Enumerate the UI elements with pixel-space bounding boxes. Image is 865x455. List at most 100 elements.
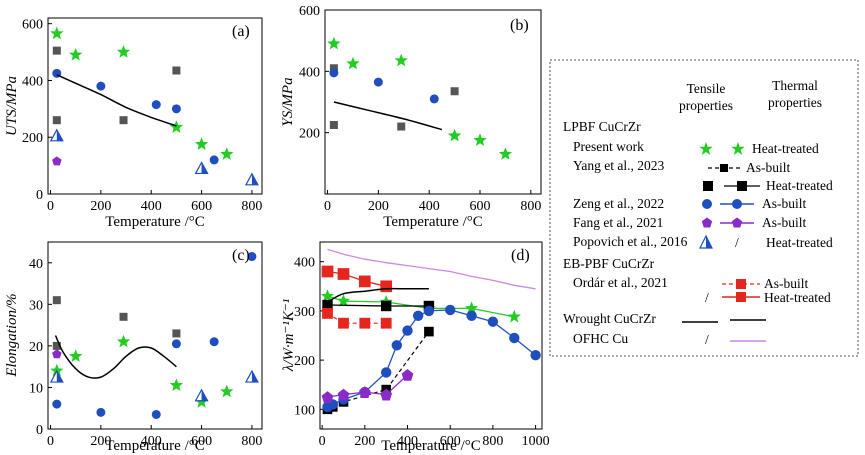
legend-star-thermal: [731, 142, 745, 155]
data-point-yang_ht-a: [172, 66, 181, 75]
data-point-popovich_ht-c-half: [56, 371, 63, 383]
data-point-fang_ab-a: [52, 156, 62, 166]
x-tick-label-c: 200: [90, 434, 111, 449]
data-point-popovich_ht-c-half: [201, 389, 208, 401]
data-point-present_ht-a: [194, 137, 209, 150]
data-point-yang_ab-b: [329, 121, 338, 129]
data-point-zeng_ab-b: [429, 94, 439, 104]
legend-pentagon-fang-thermal: [731, 217, 743, 228]
legend-col-tensile: Tensile properties: [679, 81, 733, 113]
x-tick-label-b: 600: [470, 199, 491, 214]
series-line-ofhc_thermal-d: [327, 248, 536, 290]
series-line-wrought_tensile-a: [56, 74, 177, 127]
legend-star-tensile: [699, 142, 713, 155]
y-tick-label-c: 10: [29, 381, 43, 396]
plot-frame-d: [319, 241, 543, 430]
y-tick-label-d: 100: [294, 403, 315, 418]
x-tick-label-c: 400: [141, 434, 162, 449]
x-tick-label-d: 800: [482, 434, 503, 449]
data-point-zeng_ab-c: [52, 399, 62, 409]
legend-source-yang: Yang et al., 2023: [573, 158, 665, 173]
legend-source-popovich: Popovich et al., 2016: [573, 234, 688, 249]
data-point-present_ht-b: [473, 133, 487, 146]
y-axis-label-b: YS/MPa: [280, 77, 296, 126]
x-tick-label-d: 1000: [522, 434, 550, 449]
x-tick-label-c: 800: [241, 434, 262, 449]
x-tick-label-b: 400: [419, 199, 440, 214]
data-point-zeng_ab-a: [209, 155, 219, 165]
series-line-fang_ab-d: [321, 369, 414, 403]
series-line-wrought_tensile-c: [54, 335, 177, 379]
panel-label-c: (c): [232, 247, 250, 264]
data-point-zeng_ab-c: [151, 409, 161, 419]
panel-c: 0 200 400 600 800 0 10 20 30 40: [29, 241, 263, 449]
y-tick-label-c: 30: [29, 298, 43, 313]
legend-pentagon-fang-tensile: [701, 217, 713, 228]
legend-square-yang-ht-tensile: [703, 181, 713, 191]
data-point-present_ht-c: [220, 384, 234, 398]
data-point-yang_ht-b: [397, 122, 406, 131]
legend-group-ebpbf: EB-PBF CuCrZr: [563, 256, 655, 271]
legend-group-wrought: Wrought CuCrZr: [563, 311, 656, 326]
data-point-yang_ht-c: [172, 329, 181, 338]
data-point-zeng_ab-c: [171, 339, 181, 349]
y-tick-label-d: 200: [294, 354, 315, 369]
x-tick-label-a: 400: [141, 199, 162, 214]
data-point-present_ht-a: [69, 47, 83, 61]
data-point-present_ht-a: [169, 120, 184, 133]
legend-triangle-popovich-half: [706, 236, 712, 248]
panel-label-d: (d): [511, 247, 530, 264]
legend-square-ordar-ht: [736, 292, 746, 302]
y-tick-label-a: 200: [22, 131, 43, 146]
y-axis-label-a: UTS/MPa: [4, 76, 20, 136]
y-tick-label-c: 0: [36, 423, 43, 438]
legend-state-fang-ab: As-built: [762, 215, 807, 230]
x-tick-label-d: 0: [319, 434, 326, 449]
data-point-yang_ab-b: [329, 64, 338, 73]
x-tick-label-c: 600: [191, 434, 212, 449]
x-tick-label-b: 200: [368, 199, 389, 214]
data-point-fang_ab-c: [52, 349, 62, 359]
data-point-present_ht-d: [320, 289, 335, 302]
legend-source-zeng: Zeng et al., 2022: [573, 196, 664, 211]
data-point-present_ht-c: [69, 349, 83, 362]
legend-source-fang: Fang et al., 2021: [573, 215, 663, 230]
x-tick-label-d: 400: [397, 434, 418, 449]
y-tick-label-b: 400: [299, 65, 320, 80]
legend-source-ofhc: OFHC Cu: [573, 331, 628, 346]
data-point-present_ht-b: [327, 36, 341, 50]
data-point-yang_ab-c: [52, 341, 61, 350]
legend-square-yang-ab: [720, 164, 728, 172]
data-point-zeng_ab-a: [171, 104, 181, 114]
legend-state-popovich-ht: Heat-treated: [766, 235, 833, 250]
plot-frame-c: [47, 241, 263, 430]
legend-slash-popovich: /: [735, 235, 739, 250]
data-point-present_ht-a: [50, 26, 64, 40]
panel-label-b: (b): [510, 17, 529, 34]
legend-circle-zeng-tensile: [702, 199, 712, 209]
legend-col-thermal: Thermal properties: [768, 78, 822, 110]
x-axis-label-a: Temperature /°C: [105, 214, 205, 230]
y-tick-label-c: 40: [29, 257, 43, 272]
legend-state-present-ht: Heat-treated: [752, 141, 819, 156]
data-point-present_ht-b: [498, 147, 513, 160]
y-tick-label-a: 0: [36, 188, 43, 203]
series-line-wrought_tensile-b: [333, 101, 443, 131]
panel-label-a: (a): [232, 23, 250, 40]
x-tick-label-a: 800: [241, 199, 262, 214]
data-point-present_ht-d: [464, 301, 479, 315]
legend-slash-ordar: /: [705, 290, 709, 305]
data-point-yang_ab-a: [52, 116, 61, 125]
series-line-ordar_ab-d: [322, 307, 392, 329]
data-point-popovich_ht-c-half: [251, 371, 258, 383]
x-tick-label-d: 600: [440, 434, 461, 449]
panel-d: 0 200 400 600 800 1000 100 200 300 400: [294, 241, 550, 449]
data-point-zeng_ab-c: [96, 407, 106, 417]
y-axis-label-c: Elongation/%: [4, 293, 20, 377]
x-tick-label-a: 600: [191, 199, 212, 214]
y-tick-label-a: 400: [22, 74, 43, 89]
legend-square-yang-ht-thermal: [737, 181, 747, 191]
legend-slash-ofhc: /: [705, 332, 709, 347]
x-tick-label-d: 200: [354, 434, 375, 449]
